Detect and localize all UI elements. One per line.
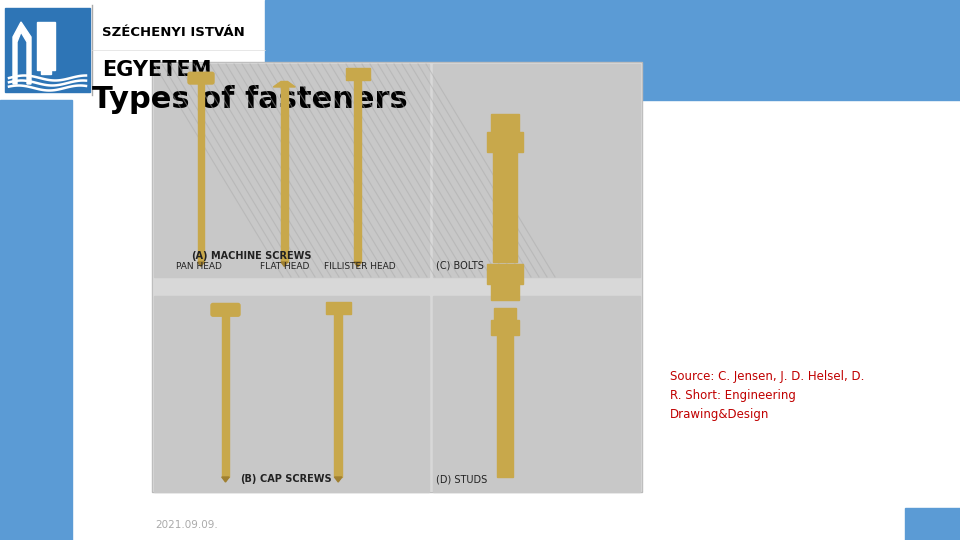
Bar bbox=[325, 302, 350, 314]
Bar bbox=[354, 80, 361, 262]
Bar bbox=[5, 8, 90, 92]
Bar bbox=[265, 0, 960, 100]
Bar bbox=[487, 132, 523, 152]
Text: MACHINE SCREWS: MACHINE SCREWS bbox=[211, 251, 311, 261]
Bar bbox=[0, 100, 72, 540]
Polygon shape bbox=[13, 22, 31, 84]
Polygon shape bbox=[281, 262, 288, 266]
Polygon shape bbox=[334, 477, 342, 482]
Bar bbox=[190, 75, 212, 82]
FancyBboxPatch shape bbox=[211, 303, 240, 316]
Bar bbox=[492, 152, 516, 262]
Text: PAN HEAD: PAN HEAD bbox=[177, 262, 223, 271]
Bar bbox=[0, 0, 265, 100]
Text: SZÉCHENYI ISTVÁN: SZÉCHENYI ISTVÁN bbox=[102, 25, 245, 38]
Bar bbox=[154, 64, 429, 277]
Bar bbox=[493, 308, 516, 320]
Bar bbox=[37, 22, 55, 70]
FancyBboxPatch shape bbox=[188, 72, 214, 84]
Bar bbox=[198, 82, 204, 262]
Text: EGYETEM: EGYETEM bbox=[102, 60, 211, 80]
Text: 2021.09.09.: 2021.09.09. bbox=[155, 520, 218, 530]
Text: (B): (B) bbox=[240, 474, 256, 484]
Bar bbox=[905, 508, 960, 540]
Bar bbox=[41, 68, 51, 74]
Bar bbox=[491, 282, 518, 300]
Bar bbox=[487, 264, 523, 284]
Bar bbox=[334, 314, 342, 477]
Text: (A): (A) bbox=[191, 251, 207, 261]
Bar bbox=[213, 306, 238, 314]
Text: CAP SCREWS: CAP SCREWS bbox=[260, 474, 331, 484]
Text: Source: C. Jensen, J. D. Helsel, D.
R. Short: Engineering
Drawing&Design: Source: C. Jensen, J. D. Helsel, D. R. S… bbox=[670, 370, 864, 421]
Bar bbox=[222, 314, 229, 477]
Text: (C) BOLTS: (C) BOLTS bbox=[436, 261, 484, 271]
Bar bbox=[491, 114, 518, 132]
Polygon shape bbox=[274, 82, 296, 87]
Bar bbox=[281, 87, 288, 262]
Bar bbox=[152, 62, 642, 492]
Bar bbox=[154, 296, 429, 492]
Polygon shape bbox=[354, 262, 361, 267]
Text: FILLISTER HEAD: FILLISTER HEAD bbox=[324, 262, 396, 271]
Text: FLAT HEAD: FLAT HEAD bbox=[260, 262, 309, 271]
Bar bbox=[491, 320, 518, 335]
Text: (D) STUDS: (D) STUDS bbox=[436, 474, 488, 484]
Bar bbox=[497, 329, 513, 477]
Bar bbox=[153, 63, 641, 491]
Polygon shape bbox=[222, 477, 229, 482]
Polygon shape bbox=[198, 262, 204, 266]
Bar bbox=[433, 64, 640, 277]
Bar bbox=[433, 296, 640, 492]
Bar bbox=[346, 68, 370, 80]
Text: Types of fasteners: Types of fasteners bbox=[92, 85, 408, 114]
